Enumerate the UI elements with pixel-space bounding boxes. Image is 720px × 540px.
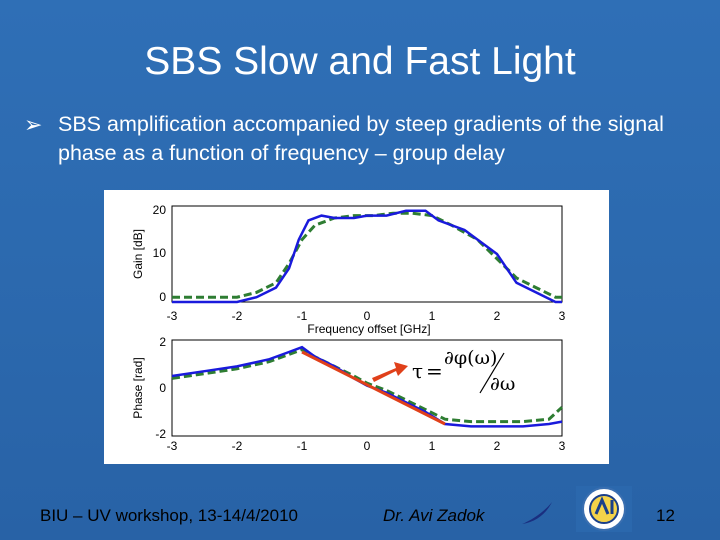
phase-xtick: 3 <box>559 439 566 453</box>
phase-xtick: -2 <box>232 439 243 453</box>
eq-equals: = <box>426 359 443 383</box>
phase-ytick: -2 <box>155 427 166 441</box>
eq-slash <box>479 352 505 394</box>
phase-xtick: 2 <box>494 439 501 453</box>
gain-measured-line <box>172 209 562 304</box>
phase-xtick: -1 <box>297 439 308 453</box>
eq-tau: τ <box>412 359 423 383</box>
gain-ytick: 20 <box>153 203 167 217</box>
figure: 20 10 0 Gain [dB] -3 -2 -1 0 1 2 3 Frequ… <box>104 190 609 464</box>
phase-axes-frame <box>171 339 563 437</box>
gain-xtick: 3 <box>559 309 566 323</box>
xlabel: Frequency offset [GHz] <box>307 322 430 336</box>
university-logo <box>576 486 632 532</box>
gain-ytick: 0 <box>159 290 166 304</box>
slide-title: SBS Slow and Fast Light <box>144 40 576 83</box>
gain-ylabel: Gain [dB] <box>131 229 145 279</box>
phase-ylabel: Phase [rad] <box>131 357 145 418</box>
phase-xtick: 0 <box>364 439 371 453</box>
gain-ytick: 10 <box>153 246 167 260</box>
gain-xtick: -2 <box>232 309 243 323</box>
eq-numerator: ∂φ(ω) <box>444 347 497 369</box>
swoosh-decoration <box>522 502 552 524</box>
plots-svg: 20 10 0 Gain [dB] -3 -2 -1 0 1 2 3 Frequ… <box>131 203 566 453</box>
gain-model-line <box>172 211 562 299</box>
gain-xtick: 0 <box>364 309 371 323</box>
gain-axes-frame <box>171 205 563 303</box>
eq-denominator: ∂ω <box>490 373 515 395</box>
phase-slope-line <box>301 350 446 426</box>
phase-xtick: -3 <box>167 439 178 453</box>
slope-arrow-icon <box>372 362 408 382</box>
gain-xticks: -3 -2 -1 0 1 2 3 <box>167 309 566 323</box>
phase-ytick: 2 <box>159 335 166 349</box>
gain-xtick: 2 <box>494 309 501 323</box>
page-number: 12 <box>656 506 675 525</box>
bullet-text: SBS amplification accompanied by steep g… <box>58 112 664 165</box>
bullet-arrow-icon: ➢ <box>24 112 43 137</box>
footer-event: BIU – UV workshop, 13-14/4/2010 <box>40 506 298 525</box>
gain-xtick: 1 <box>429 309 436 323</box>
gain-xtick: -3 <box>167 309 178 323</box>
footer-author: Dr. Avi Zadok <box>383 506 485 525</box>
phase-xtick: 1 <box>429 439 436 453</box>
gain-xtick: -1 <box>297 309 308 323</box>
phase-ytick: 0 <box>159 381 166 395</box>
